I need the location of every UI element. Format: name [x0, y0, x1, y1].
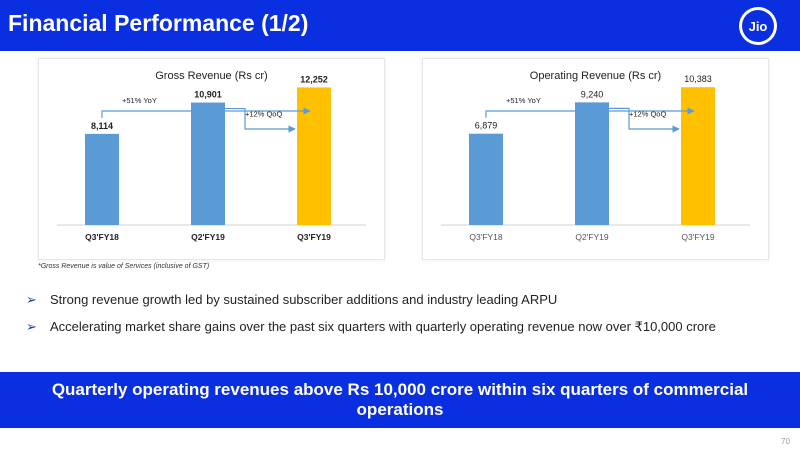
yoy-arrow: [485, 107, 695, 118]
bullet-item: ➢ Strong revenue growth led by sustained…: [26, 290, 766, 310]
yoy-annotation: +51% YoY: [506, 96, 541, 105]
x-tick-label: Q3'FY18: [469, 232, 503, 242]
page-number: 70: [781, 437, 790, 446]
x-tick-label: Q2'FY19: [575, 232, 609, 242]
data-label: 6,879: [475, 121, 498, 131]
arrow-bullet-icon: ➢: [26, 319, 37, 334]
qoq-arrow: [225, 107, 296, 133]
qoq-arrow: [609, 107, 680, 133]
title-bar: Financial Performance (1/2) Jio: [0, 0, 800, 51]
banner-text: Quarterly operating revenues above Rs 10…: [51, 380, 749, 419]
data-label: 12,252: [300, 74, 328, 84]
arrow-bullet-icon: ➢: [26, 292, 37, 307]
chart-title: Operating Revenue (Rs cr): [530, 70, 661, 82]
data-label: 10,383: [684, 74, 712, 84]
bullet-item: ➢ Accelerating market share gains over t…: [26, 317, 766, 337]
bar-q3fy19: [297, 87, 331, 225]
bullet-text: Accelerating market share gains over the…: [50, 319, 716, 334]
data-label: 8,114: [91, 121, 113, 131]
chart-title: Gross Revenue (Rs cr): [155, 70, 267, 82]
chart-svg: Gross Revenue (Rs cr) 8,114 Q3'FY18 10,901 Q…: [57, 70, 366, 242]
jio-logo-text: Jio: [742, 10, 774, 42]
bar-q3fy18: [469, 133, 503, 225]
bar-q2fy19: [191, 102, 225, 225]
x-tick-label: Q3'FY19: [681, 232, 715, 242]
bar-q2fy19: [575, 102, 609, 225]
qoq-annotation: +12% QoQ: [629, 109, 666, 118]
bar-q3fy18: [85, 133, 119, 225]
bullet-text: Strong revenue growth led by sustained s…: [50, 292, 558, 307]
data-label: 9,240: [581, 89, 604, 99]
operating-revenue-chart: Operating Revenue (Rs cr) 6,879 Q3'FY18 9,2…: [422, 58, 769, 260]
bar-q3fy19: [681, 87, 715, 225]
gross-revenue-chart: Gross Revenue (Rs cr) 8,114 Q3'FY18 10,901 Q…: [38, 58, 385, 260]
chart-svg: Operating Revenue (Rs cr) 6,879 Q3'FY18 9,2…: [441, 70, 750, 242]
bullet-list: ➢ Strong revenue growth led by sustained…: [26, 290, 766, 344]
qoq-annotation: +12% QoQ: [245, 110, 282, 119]
x-tick-label: Q3'FY18: [85, 232, 119, 242]
key-message-banner: Quarterly operating revenues above Rs 10…: [0, 372, 800, 428]
yoy-arrow: [101, 107, 311, 118]
data-label: 10,901: [194, 90, 222, 100]
page-title: Financial Performance (1/2): [8, 10, 309, 36]
footnote: *Gross Revenue is value of Services (inc…: [38, 263, 210, 270]
x-tick-label: Q3'FY19: [297, 232, 331, 242]
jio-logo: Jio: [739, 7, 777, 45]
x-tick-label: Q2'FY19: [191, 232, 225, 242]
yoy-annotation: +51% YoY: [122, 96, 157, 105]
